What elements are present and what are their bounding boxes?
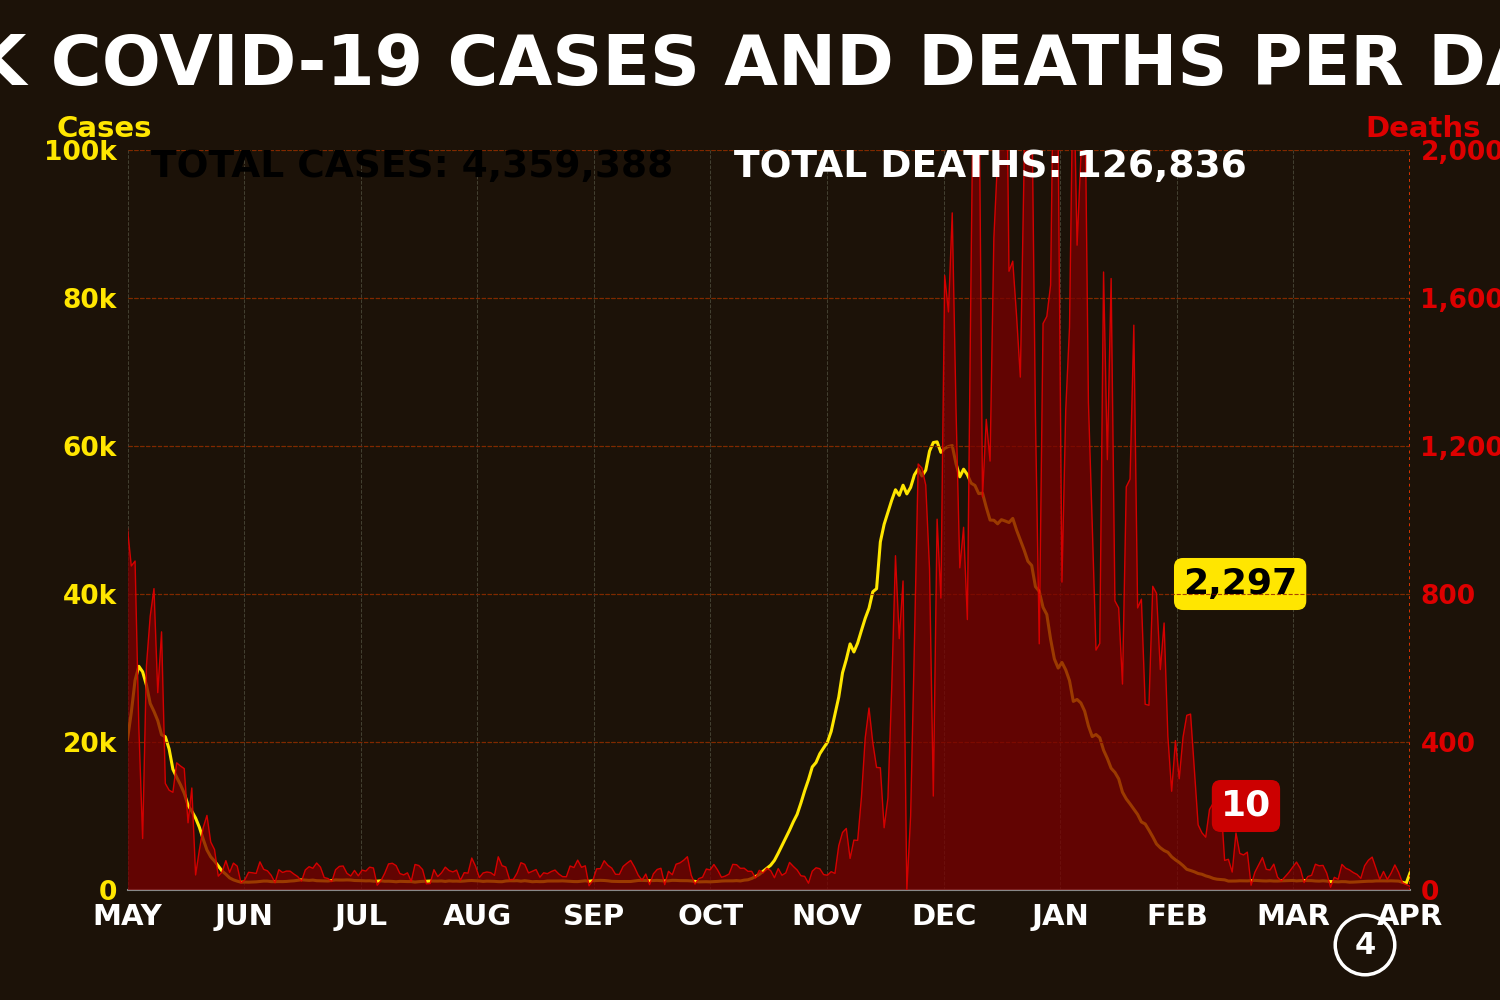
Text: TOTAL DEATHS: 126,836: TOTAL DEATHS: 126,836	[734, 149, 1246, 186]
Text: UK COVID-19 CASES AND DEATHS PER DAY: UK COVID-19 CASES AND DEATHS PER DAY	[0, 31, 1500, 99]
Text: TOTAL CASES: 4,359,388: TOTAL CASES: 4,359,388	[152, 149, 674, 186]
Text: Deaths: Deaths	[1365, 115, 1480, 143]
Text: Cases: Cases	[57, 115, 153, 143]
Text: 2,297: 2,297	[1184, 567, 1298, 601]
Text: 10: 10	[1221, 789, 1270, 823]
Text: 4: 4	[1354, 930, 1376, 960]
